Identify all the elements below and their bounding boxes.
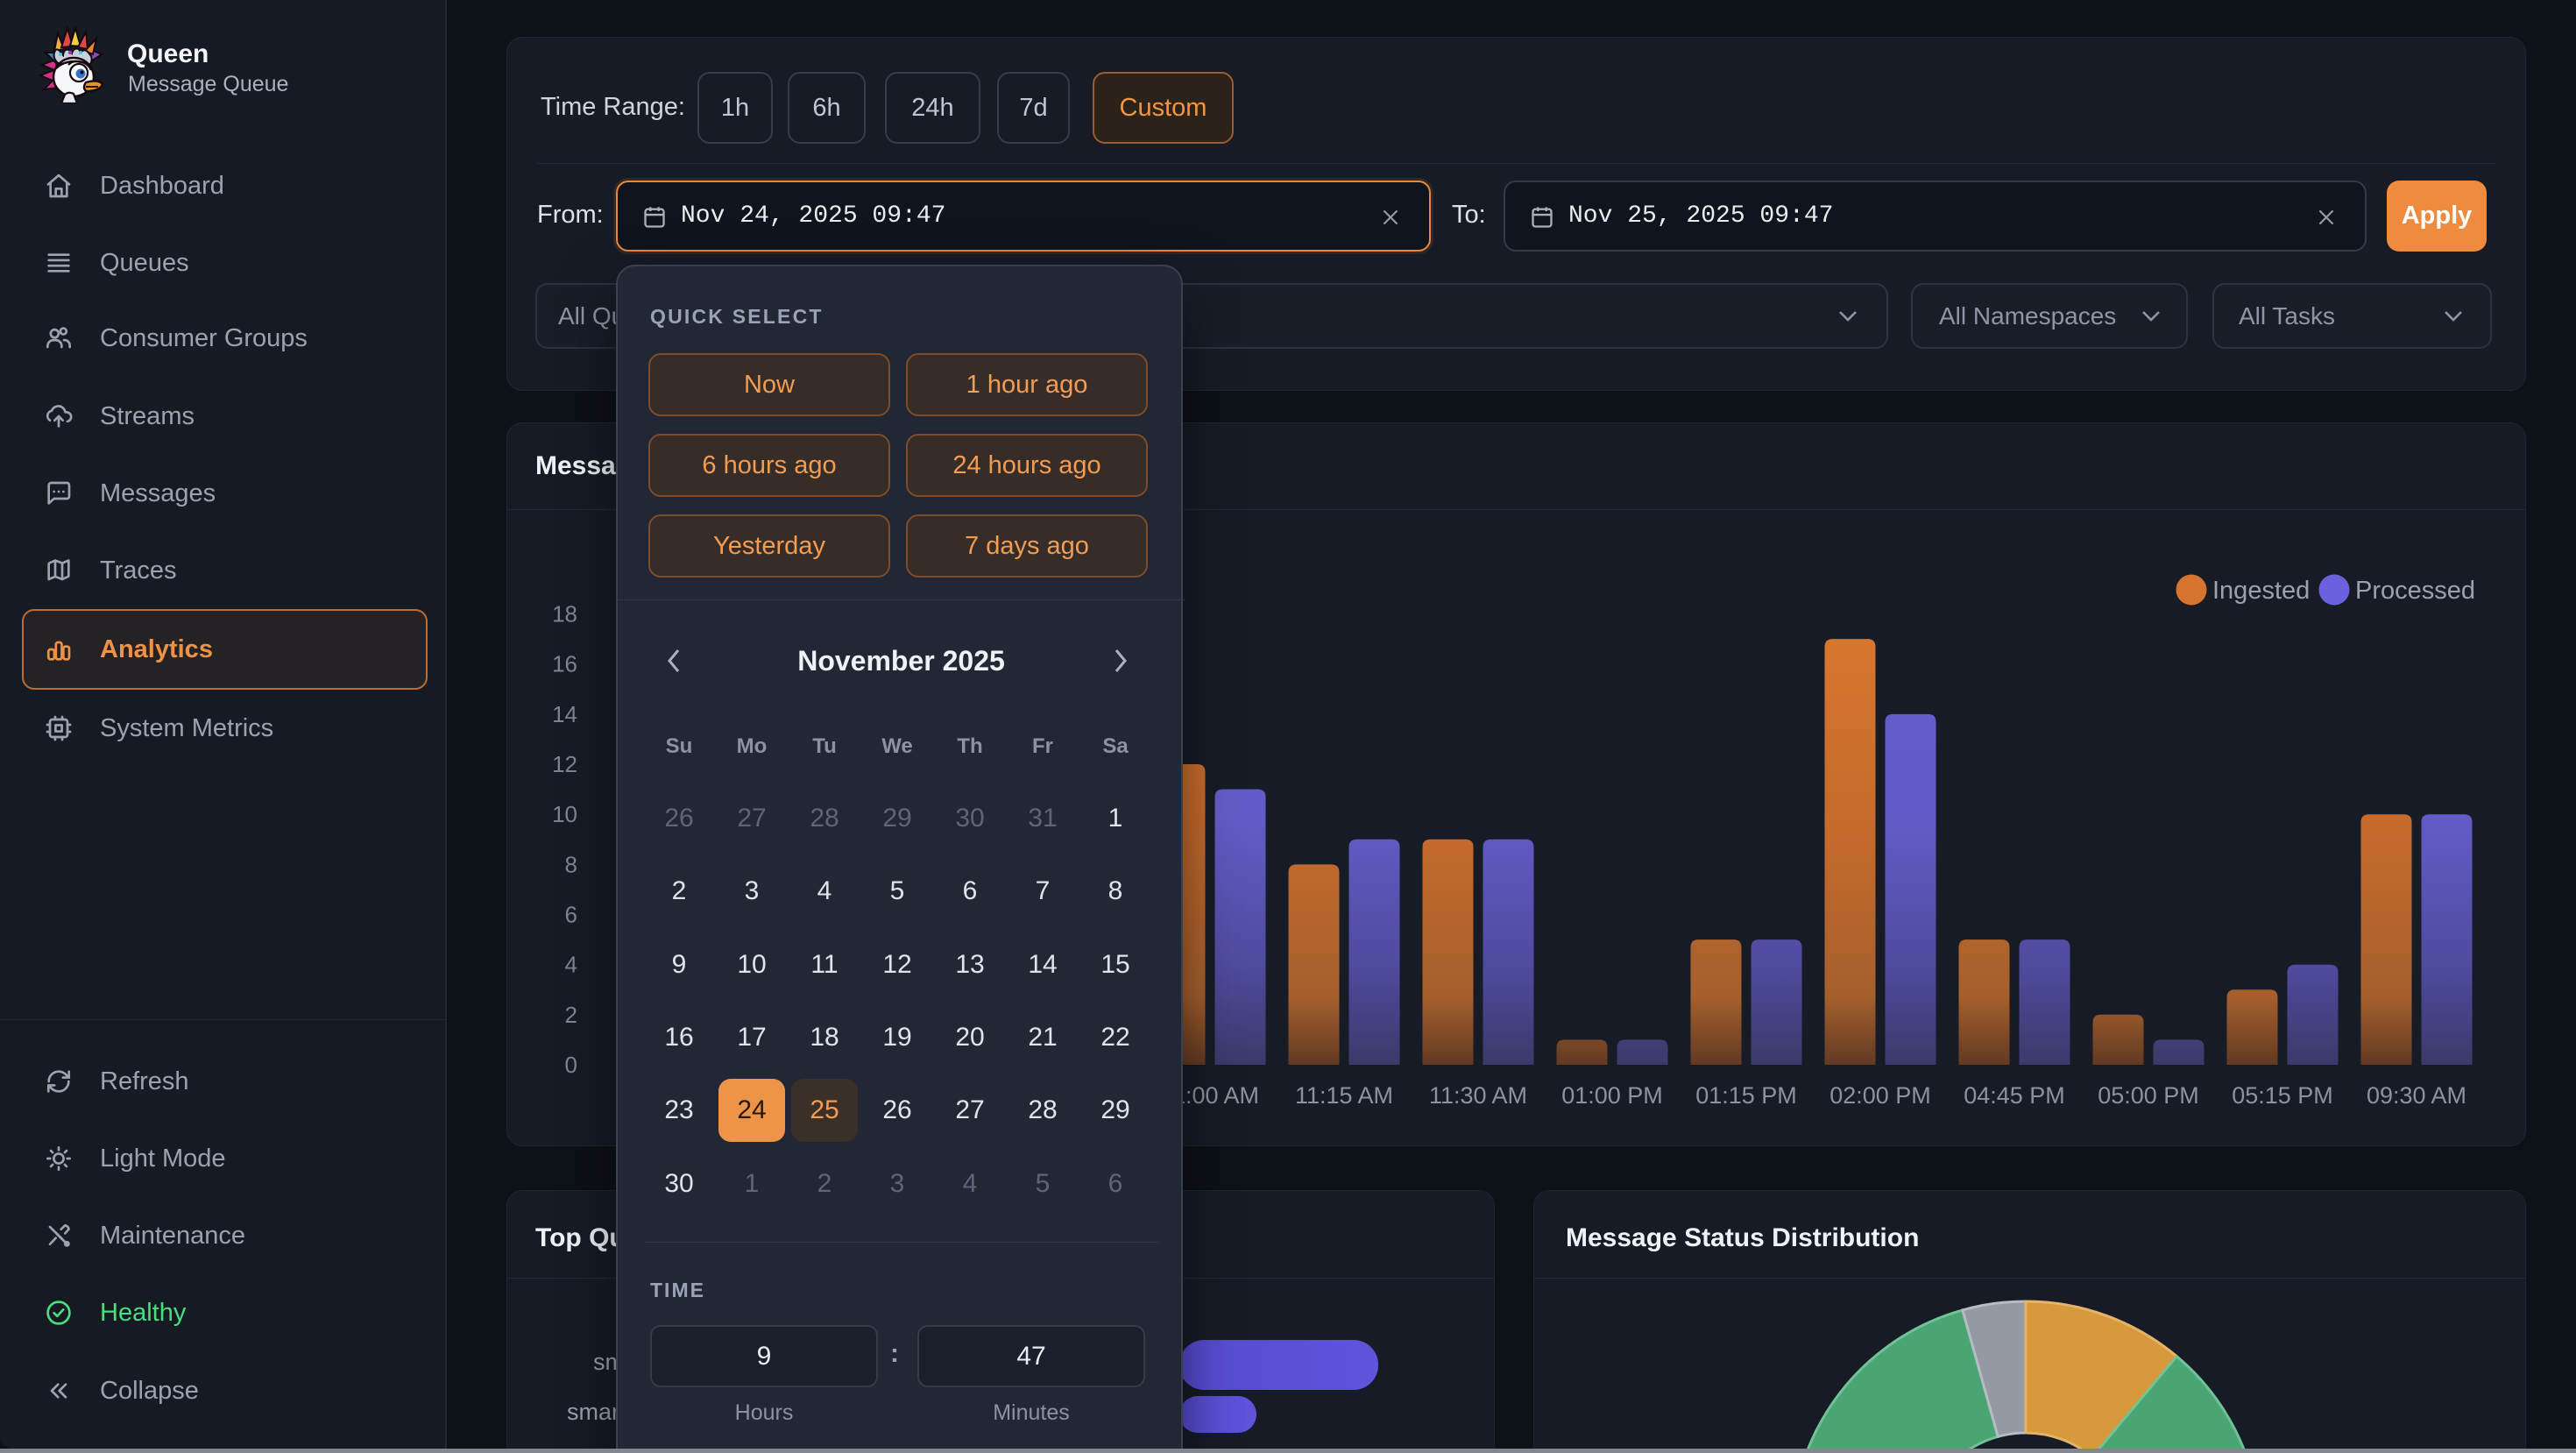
svg-text:10: 10 [552,801,577,827]
svg-text:4: 4 [565,952,577,978]
svg-text:01:00 PM: 01:00 PM [1561,1082,1663,1109]
svg-text:11:15 AM: 11:15 AM [1295,1082,1393,1109]
svg-text:02:00 PM: 02:00 PM [1829,1082,1931,1109]
svg-text:04:45 PM: 04:45 PM [1964,1082,2065,1109]
svg-text:05:15 PM: 05:15 PM [2232,1082,2333,1109]
svg-text:Ingested: Ingested [2212,577,2310,605]
svg-text:09:30 AM: 09:30 AM [2367,1082,2466,1109]
svg-text:14: 14 [552,701,577,727]
svg-text:Processed: Processed [2355,577,2475,605]
svg-text:12: 12 [552,751,577,777]
svg-text:01:15 PM: 01:15 PM [1695,1082,1797,1109]
svg-text:8: 8 [565,851,577,877]
svg-text:0: 0 [565,1052,577,1078]
svg-text:11:30 AM: 11:30 AM [1429,1082,1527,1109]
svg-text:05:00 PM: 05:00 PM [2098,1082,2199,1109]
svg-text:2: 2 [565,1002,577,1028]
svg-text:18: 18 [552,601,577,627]
svg-text:6: 6 [565,902,577,928]
svg-text:16: 16 [552,651,577,677]
